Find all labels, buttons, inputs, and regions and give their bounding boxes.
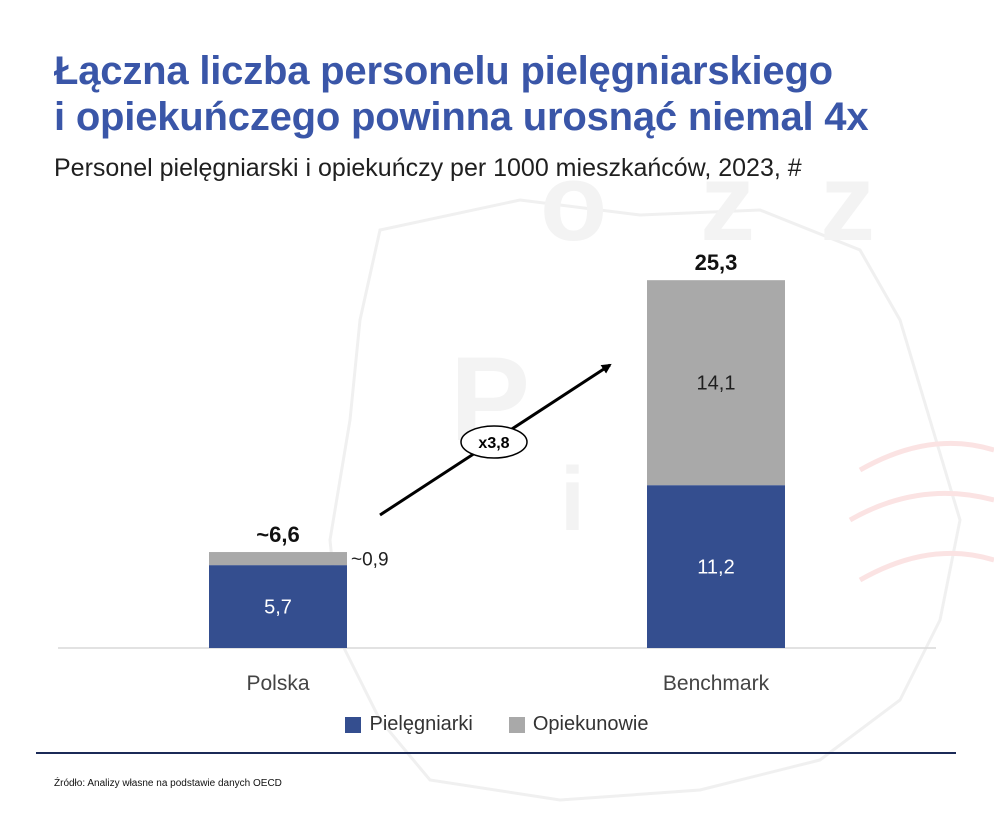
growth-annotation-badge (460, 425, 528, 459)
value-label-polska-caregivers: ~0,9 (351, 550, 389, 571)
legend-swatch-caregivers (508, 716, 525, 733)
chart-legend: Pielęgniarki Opiekunowie (0, 713, 994, 736)
chart-title-line-1: Łączna liczba personelu pielęgniarskiego (54, 49, 833, 93)
svg-text:i: i (560, 450, 585, 550)
bar-polska-nurses (209, 565, 347, 648)
total-label-benchmark: 25,3 (695, 250, 738, 275)
legend-swatch-nurses (345, 716, 362, 733)
value-label-polska-nurses: 5,7 (264, 597, 292, 619)
source-note: Źródło: Analizy własne na podstawie dany… (54, 778, 282, 789)
total-label-polska: ~6,6 (256, 522, 299, 547)
svg-text:o: o (540, 141, 607, 264)
growth-annotation-label: x3,8 (478, 435, 509, 452)
chart-title-line-2: i opiekuńczego powinna urosnąć niemal 4x (54, 95, 869, 139)
bar-benchmark-nurses (647, 485, 785, 648)
legend-item-nurses: Pielęgniarki (345, 713, 473, 736)
bar-benchmark-caregivers (647, 280, 785, 486)
legend-item-caregivers: Opiekunowie (508, 713, 649, 736)
x-tick-label-benchmark: Benchmark (663, 672, 770, 695)
value-label-benchmark-nurses: 11,2 (697, 557, 734, 579)
svg-text:z: z (700, 141, 755, 264)
legend-label-caregivers: Opiekunowie (532, 713, 649, 735)
svg-text:z: z (820, 141, 875, 264)
value-label-benchmark-caregivers: 14,1 (697, 373, 736, 395)
footer-divider (36, 752, 956, 754)
legend-label-nurses: Pielęgniarki (369, 713, 473, 735)
chart-title: Łączna liczba personelu pielęgniarskiego… (54, 48, 869, 140)
bar-polska-caregivers (209, 552, 347, 566)
chart-subtitle: Personel pielęgniarski i opiekuńczy per … (54, 154, 802, 182)
x-tick-label-polska: Polska (246, 672, 309, 695)
